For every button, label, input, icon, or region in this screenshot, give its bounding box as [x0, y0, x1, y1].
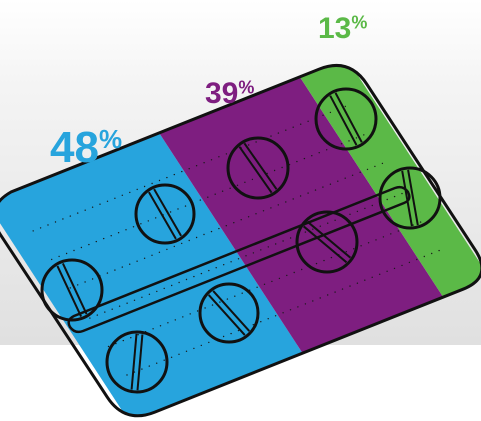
pill-1: [40, 258, 104, 322]
data-label-1: 48%: [50, 123, 122, 172]
segment-2: [154, 70, 448, 360]
pill-6: [198, 282, 260, 344]
pill-8: [378, 166, 442, 230]
pill-5: [105, 330, 169, 394]
center-groove: [67, 185, 411, 334]
pill-2: [134, 183, 196, 245]
pill-7: [295, 210, 359, 274]
perforation-dots: [32, 105, 440, 376]
pill-4: [314, 87, 378, 151]
pill-3: [226, 136, 290, 200]
segment-1: [0, 126, 307, 416]
segment-3: [295, 65, 481, 304]
data-label-2: 39%: [205, 77, 254, 110]
blister-pack-outline: [0, 64, 481, 418]
data-label-3: 13%: [318, 12, 367, 45]
